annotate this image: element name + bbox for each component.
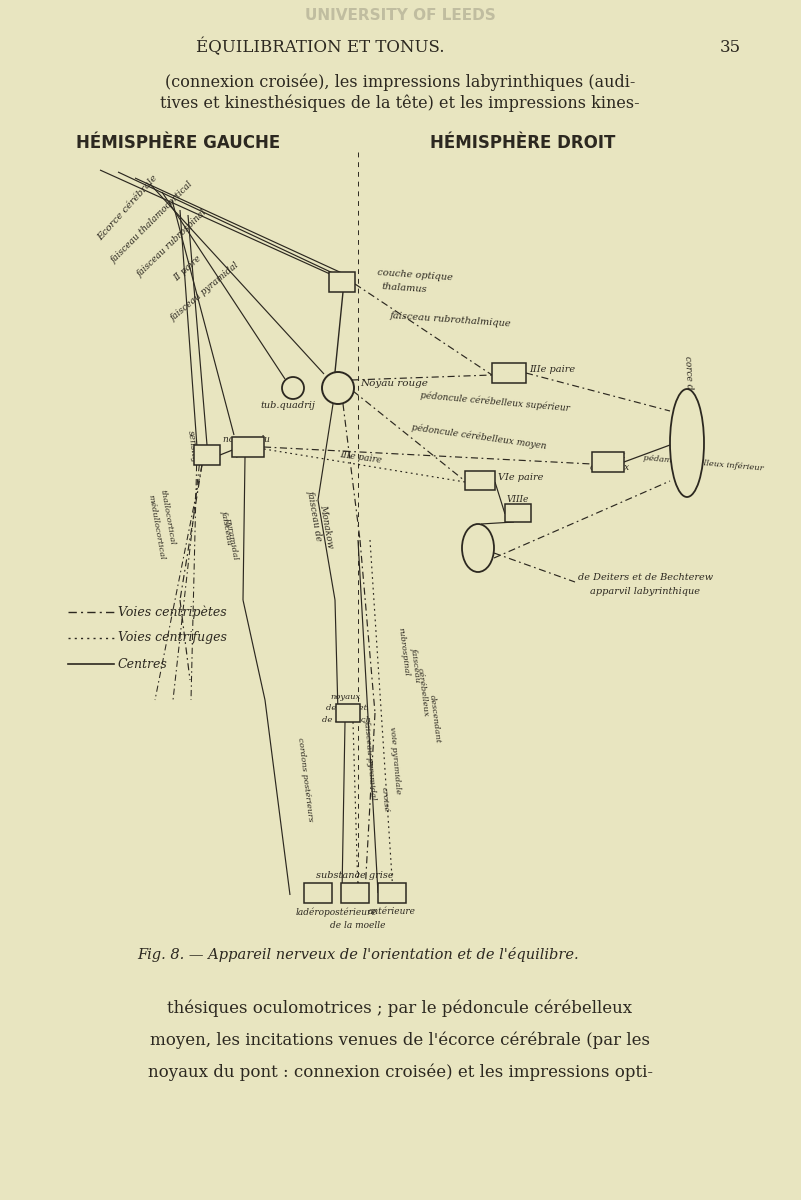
Text: ladéropostérieure: ladéropostérieure	[296, 907, 376, 917]
Text: substance grise: substance grise	[316, 871, 394, 881]
Text: centraux: centraux	[590, 463, 630, 473]
Text: de Deiters et de Bechterew: de Deiters et de Bechterew	[578, 572, 713, 582]
Text: 35: 35	[719, 38, 741, 55]
Text: ÉQUILIBRATION ET TONUS.: ÉQUILIBRATION ET TONUS.	[195, 38, 445, 56]
Text: voie pyramidale: voie pyramidale	[388, 726, 402, 794]
Text: faisceau thalamocortical: faisceau thalamocortical	[109, 179, 195, 265]
Text: faisceau pyramidal: faisceau pyramidal	[169, 260, 241, 323]
Text: cérébelleux: cérébelleux	[416, 667, 430, 718]
Text: corce du cervelet: corce du cervelet	[683, 355, 697, 434]
Bar	[378, 883, 406, 902]
Text: VIe paire: VIe paire	[498, 474, 543, 482]
Text: sensitij: sensitij	[186, 430, 199, 463]
Bar	[592, 452, 624, 472]
Text: cordons postérieurs: cordons postérieurs	[296, 738, 314, 822]
Text: faisceau rubrospinal: faisceau rubrospinal	[135, 208, 209, 278]
Text: tub.quadrij: tub.quadrij	[260, 402, 316, 410]
Text: faisceau: faisceau	[409, 648, 421, 683]
Text: thésiques oculomotrices ; par le pédoncule cérébelleux: thésiques oculomotrices ; par le pédoncu…	[167, 1000, 633, 1016]
Text: Ecorce cérébrale: Ecorce cérébrale	[96, 174, 159, 242]
Text: Voies centripètes: Voies centripètes	[118, 605, 227, 619]
Text: pédoncule cérébelleux supérieur: pédoncule cérébelleux supérieur	[420, 390, 570, 413]
Text: VIIIe: VIIIe	[507, 496, 529, 504]
Bar	[505, 504, 531, 522]
Text: IIIe paire: IIIe paire	[529, 365, 575, 373]
Text: rubrospinal: rubrospinal	[396, 628, 410, 677]
Bar	[465, 470, 495, 490]
Text: Noyau rouge: Noyau rouge	[360, 379, 428, 389]
Bar	[336, 704, 360, 722]
Text: noyaux du: noyaux du	[223, 436, 269, 444]
Text: noyaux du pont : connexion croisée) et les impressions opti-: noyaux du pont : connexion croisée) et l…	[147, 1063, 653, 1081]
Circle shape	[282, 377, 304, 398]
Text: descendant: descendant	[428, 695, 442, 744]
Text: couche optique: couche optique	[376, 269, 453, 283]
Bar	[329, 272, 355, 292]
Text: de Goll et: de Goll et	[325, 704, 367, 712]
Text: pont: pont	[235, 449, 256, 457]
Text: faisceau: faisceau	[220, 510, 234, 546]
Text: pyramidal: pyramidal	[223, 517, 239, 560]
Text: Centres: Centres	[118, 658, 167, 671]
Text: II paire: II paire	[172, 253, 203, 282]
Text: UNIVERSITY OF LEEDS: UNIVERSITY OF LEEDS	[304, 7, 495, 23]
Bar	[304, 883, 332, 902]
Text: apparvil labyrinthique: apparvil labyrinthique	[590, 587, 700, 595]
Text: antérieure: antérieure	[368, 907, 416, 917]
Text: de Burdach: de Burdach	[321, 716, 371, 724]
Text: thallocortical: thallocortical	[159, 490, 176, 546]
Text: paire: paire	[506, 510, 529, 520]
Bar	[492, 362, 526, 383]
Text: croisé: croisé	[380, 787, 390, 814]
Text: pédoncule cérébelleux moyen: pédoncule cérébelleux moyen	[412, 422, 547, 451]
Bar	[232, 437, 264, 457]
Text: HÉMISPHÈRE DROIT: HÉMISPHÈRE DROIT	[430, 134, 616, 152]
Text: médullocortical: médullocortical	[147, 494, 166, 560]
Text: Fig. 8. — Appareil nerveux de l'orientation et de l'équilibre.: Fig. 8. — Appareil nerveux de l'orientat…	[137, 948, 579, 962]
Ellipse shape	[462, 524, 494, 572]
Text: tives et kinesthésiques de la tête) et les impressions kines-: tives et kinesthésiques de la tête) et l…	[160, 95, 640, 112]
Text: faisceau pyramidal: faisceau pyramidal	[363, 720, 377, 800]
Ellipse shape	[670, 389, 704, 497]
Text: IIIe paire: IIIe paire	[340, 450, 383, 466]
Text: (connexion croisée), les impressions labyrinthiques (audi-: (connexion croisée), les impressions lab…	[165, 73, 635, 91]
Text: moyen, les incitations venues de l'écorce cérébrale (par les: moyen, les incitations venues de l'écorc…	[150, 1031, 650, 1049]
Text: de la moelle: de la moelle	[330, 920, 386, 930]
Text: noyaux: noyaux	[331, 692, 361, 701]
Text: faisceau de: faisceau de	[305, 490, 324, 541]
Bar	[194, 445, 220, 464]
Text: thalamus: thalamus	[382, 282, 428, 295]
Text: Voies centrifuges: Voies centrifuges	[118, 631, 227, 644]
Text: pédam cérébelleux inférieur: pédam cérébelleux inférieur	[642, 454, 763, 473]
Text: Monakow: Monakow	[319, 504, 335, 550]
Text: faisceau rubrothalmique: faisceau rubrothalmique	[389, 312, 512, 329]
Text: HÉMISPHÈRE GAUCHE: HÉMISPHÈRE GAUCHE	[76, 134, 280, 152]
Bar	[341, 883, 369, 902]
Circle shape	[322, 372, 354, 404]
Text: noyaux: noyaux	[594, 451, 626, 461]
